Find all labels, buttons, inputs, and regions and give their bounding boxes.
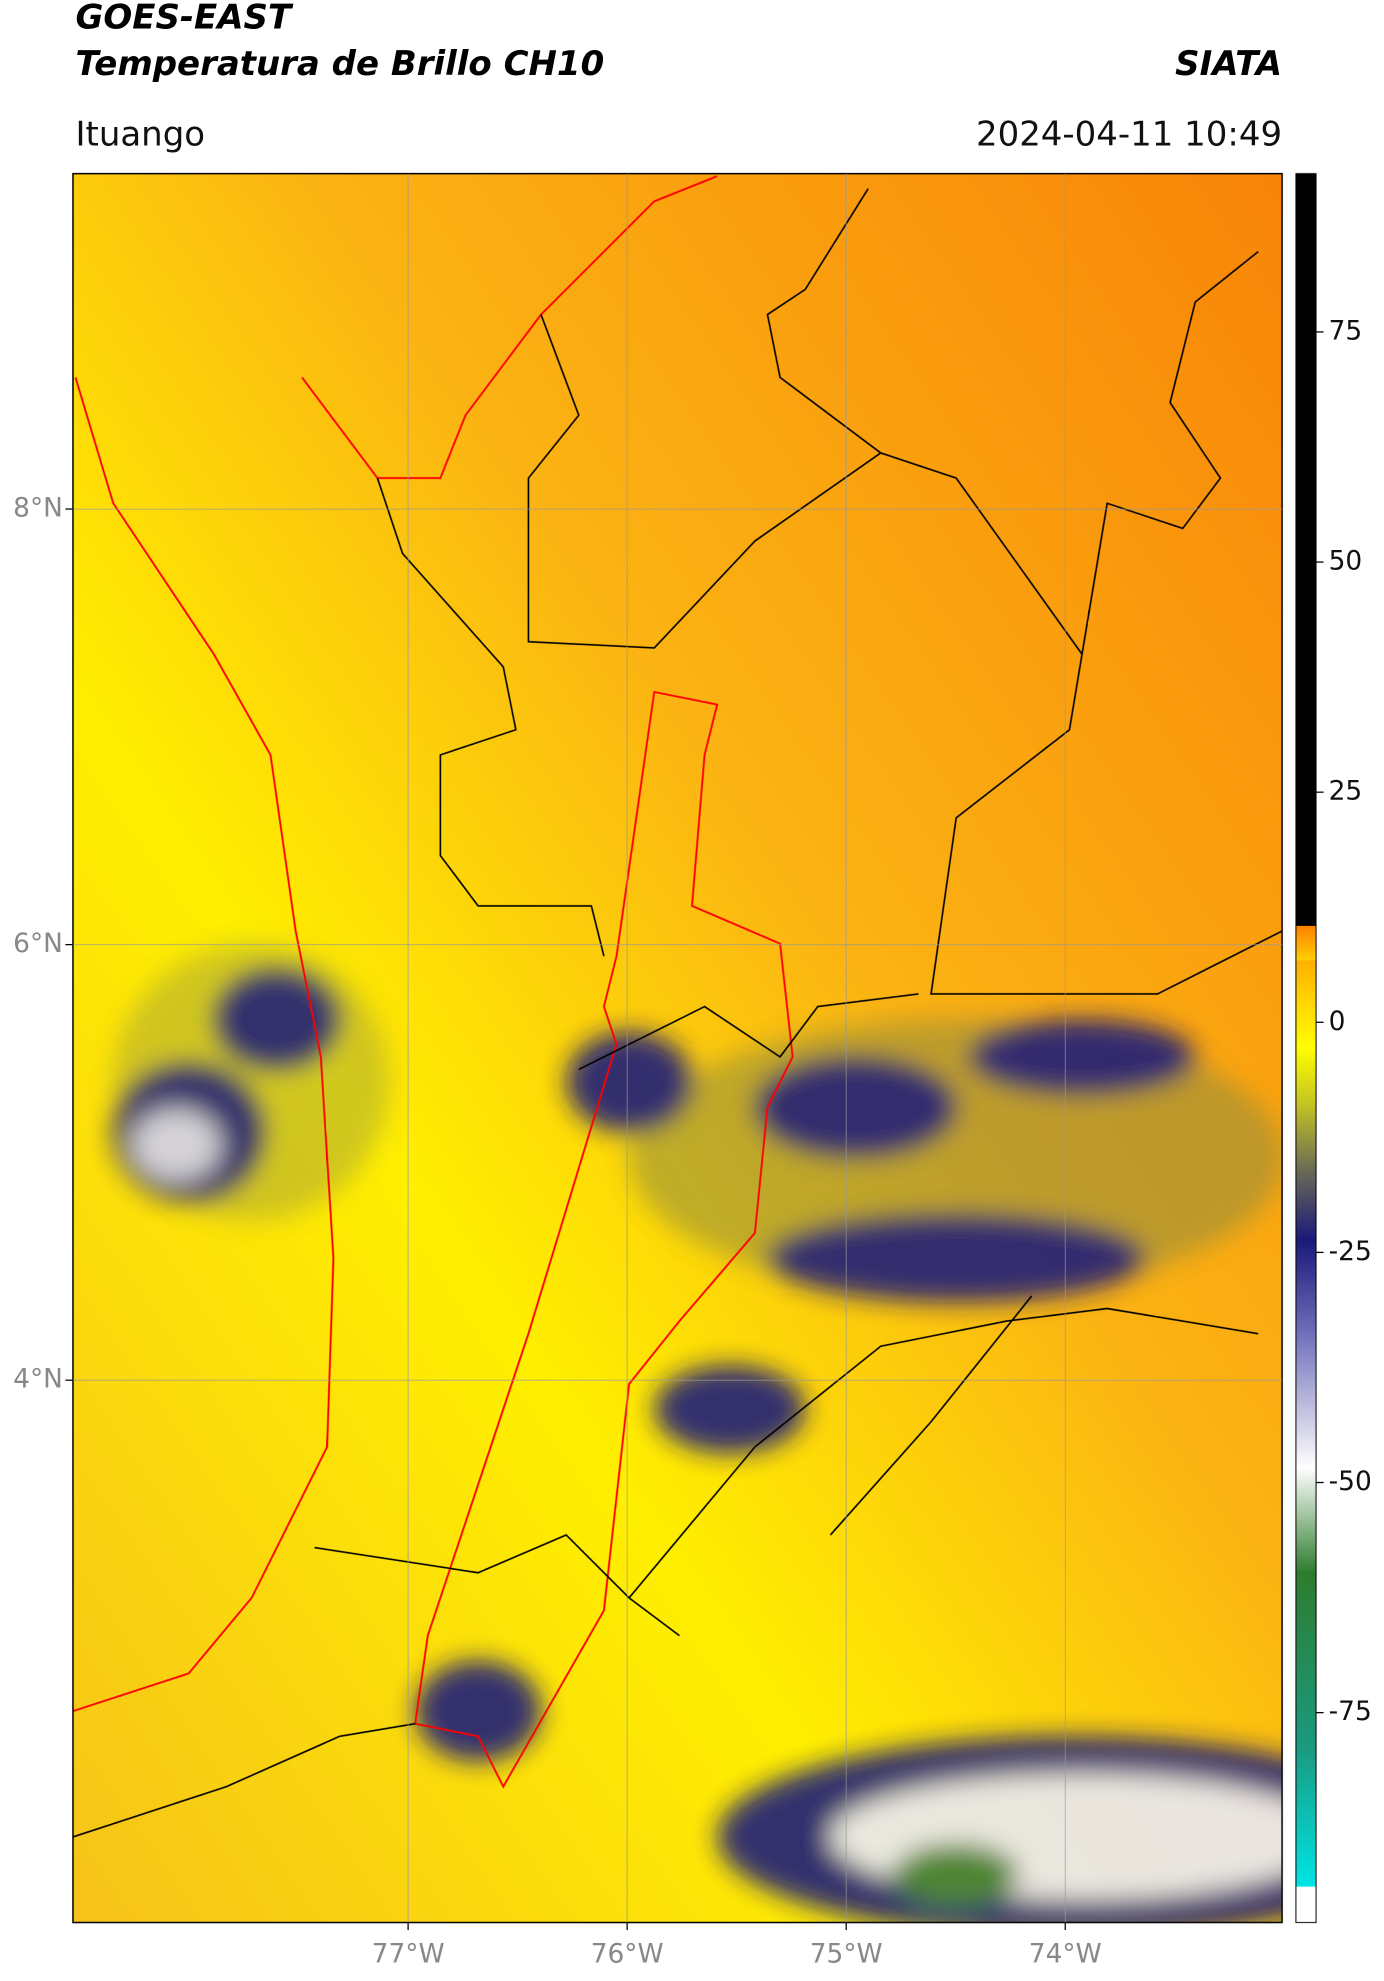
colorbar-tick-label: 75 (1329, 315, 1363, 346)
timestamp: 2024-04-11 10:49 (976, 114, 1282, 154)
colorbar-tick-label: -25 (1329, 1236, 1372, 1267)
colorbar-tick-label: -50 (1329, 1466, 1372, 1497)
colorbar (1295, 173, 1317, 1923)
x-tick-label: 77°W (372, 1939, 445, 1970)
x-tick-label: 74°W (1029, 1939, 1102, 1970)
y-tick-label: 4°N (13, 1364, 63, 1395)
map-image (72, 173, 1283, 1923)
location: Ituango (75, 114, 205, 154)
colorbar-tick-label: 0 (1329, 1006, 1346, 1037)
brand: SIATA (1175, 44, 1282, 84)
colorbar-tick-label: 25 (1329, 776, 1363, 807)
y-tick-label: 8°N (13, 493, 63, 524)
x-tick-label: 75°W (810, 1939, 883, 1970)
y-tick-label: 6°N (13, 928, 63, 959)
colorbar-tick-label: 50 (1329, 546, 1363, 577)
map-frame (72, 172, 1283, 1924)
x-tick-label: 76°W (591, 1939, 664, 1970)
colorbar-tick-label: -75 (1329, 1696, 1372, 1727)
title: GOES-EAST (75, 0, 293, 37)
subtitle: Temperatura de Brillo CH10 (75, 44, 604, 84)
